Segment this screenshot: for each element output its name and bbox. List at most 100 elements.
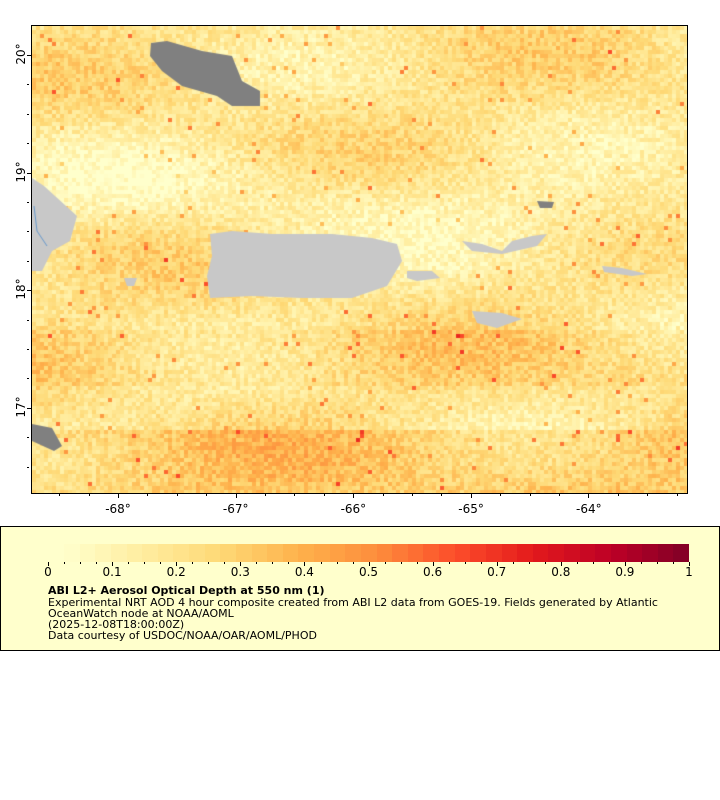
colorbar-tick xyxy=(48,562,49,566)
colorbar-cell xyxy=(235,544,252,562)
colorbar-tick xyxy=(240,562,242,566)
colorbar-cell xyxy=(64,544,80,562)
colorbar-tick xyxy=(400,562,402,564)
colorbar-cell xyxy=(189,544,205,562)
colorbar-tick xyxy=(384,562,386,564)
colorbar-tick xyxy=(368,562,370,566)
colorbar-cell xyxy=(673,544,689,562)
legend-description: Experimental NRT AOD 4 hour composite cr… xyxy=(48,596,658,609)
colorbar-tick-label: 0.3 xyxy=(230,565,250,579)
colorbar-cell xyxy=(657,544,674,562)
colorbar-cell xyxy=(376,544,393,562)
colorbar-cell xyxy=(454,544,471,562)
colorbar-cell xyxy=(173,544,189,562)
colorbar-tick-label: 0.1 xyxy=(102,565,122,579)
longitude-label: -65° xyxy=(458,502,484,516)
colorbar-tick-label: 0.9 xyxy=(615,565,635,579)
colorbar-tick xyxy=(464,562,466,564)
colorbar-tick-label: 1 xyxy=(685,565,693,579)
colorbar-tick xyxy=(448,562,450,564)
colorbar-tick xyxy=(593,562,595,564)
colorbar-tick xyxy=(641,562,643,564)
colorbar-tick xyxy=(657,562,659,564)
colorbar-cell xyxy=(282,544,299,562)
colorbar-cell xyxy=(517,544,533,562)
colorbar-cell xyxy=(126,544,143,562)
colorbar-tick xyxy=(673,562,675,564)
colorbar-cell xyxy=(564,544,580,562)
colorbar-tick xyxy=(176,562,178,566)
colorbar-tick xyxy=(480,562,482,564)
colorbar-cell xyxy=(360,544,377,562)
colorbar-cell xyxy=(204,544,221,562)
aod-map[interactable] xyxy=(31,25,688,494)
colorbar-cell xyxy=(548,544,564,562)
colorbar-tick-label: 0 xyxy=(44,565,52,579)
colorbar-tick xyxy=(128,562,130,564)
colorbar-tick xyxy=(432,562,434,566)
latitude-label: 19° xyxy=(14,161,28,183)
colorbar-tick xyxy=(336,562,338,564)
longitude-label: -64° xyxy=(575,502,602,516)
colorbar-cell xyxy=(220,544,236,562)
colorbar-cell xyxy=(610,544,627,562)
colorbar-tick xyxy=(416,562,418,564)
latitude-label: 20° xyxy=(14,43,28,65)
colorbar-cell xyxy=(110,544,127,562)
colorbar-tick xyxy=(689,562,691,566)
longitude-label: -67° xyxy=(222,502,249,516)
colorbar-tick xyxy=(192,562,194,564)
colorbar-tick xyxy=(560,562,562,566)
colorbar-cell xyxy=(345,544,361,562)
colorbar-tick xyxy=(576,562,578,564)
colorbar-cell xyxy=(485,544,502,562)
colorbar-tick-label: 0.7 xyxy=(487,565,507,579)
legend-description-2: OceanWatch node at NOAA/AOML xyxy=(48,607,234,620)
colorbar-cell xyxy=(142,544,158,562)
colorbar-cell xyxy=(642,544,658,562)
colorbar-tick xyxy=(80,562,82,564)
colorbar-cell xyxy=(532,544,549,562)
colorbar-tick xyxy=(96,562,98,564)
colorbar-tick xyxy=(496,562,498,566)
latitude-label: 18° xyxy=(14,278,28,301)
colorbar-tick-label: 0.6 xyxy=(423,565,443,579)
colorbar-cell xyxy=(251,544,268,562)
colorbar-tick xyxy=(609,562,611,564)
colorbar-tick xyxy=(224,562,226,564)
colorbar-tick xyxy=(512,562,514,564)
colorbar-tick xyxy=(352,562,354,564)
colorbar-tick xyxy=(112,562,114,566)
legend-credit: Data courtesy of USDOC/NOAA/OAR/AOML/PHO… xyxy=(48,629,317,642)
latitude-label: 17° xyxy=(14,396,28,418)
colorbar-cell xyxy=(407,544,424,562)
colorbar-tick xyxy=(208,562,210,564)
colorbar-tick xyxy=(544,562,546,564)
legend-panel: ABI L2+ Aerosol Optical Depth at 550 nm … xyxy=(0,526,720,651)
legend-time: (2025-12-08T18:00:00Z) xyxy=(48,618,185,631)
colorbar-tick xyxy=(320,562,322,564)
colorbar-tick-label: 0.4 xyxy=(294,565,314,579)
colorbar-cell xyxy=(501,544,518,562)
colorbar-tick xyxy=(160,562,162,564)
colorbar-cell xyxy=(423,544,439,562)
colorbar-cell xyxy=(314,544,330,562)
colorbar-cell xyxy=(439,544,455,562)
longitude-label: -68° xyxy=(105,502,131,516)
colorbar-cell xyxy=(267,544,283,562)
colorbar-tick xyxy=(272,562,274,564)
colorbar-tick xyxy=(256,562,258,564)
colorbar-cell xyxy=(470,544,486,562)
colorbar-cell xyxy=(79,544,96,562)
colorbar-cell xyxy=(626,544,643,562)
colorbar-tick xyxy=(528,562,530,564)
colorbar xyxy=(64,544,689,562)
colorbar-tick xyxy=(625,562,627,566)
aod-raster xyxy=(32,26,687,493)
longitude-label: -66° xyxy=(340,502,367,516)
colorbar-tick-label: 0.8 xyxy=(551,565,571,579)
colorbar-cell xyxy=(579,544,596,562)
colorbar-cell xyxy=(329,544,346,562)
colorbar-tick xyxy=(144,562,146,564)
colorbar-cell xyxy=(595,544,611,562)
